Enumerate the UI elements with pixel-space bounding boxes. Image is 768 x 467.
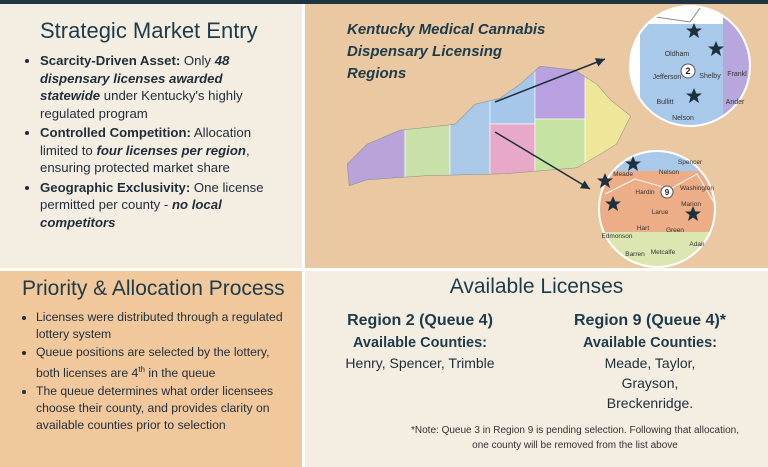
bullet-text: Only [180,53,215,68]
bullet-text: Licenses were distributed through a regu… [36,310,283,341]
bullet-text: in the queue [144,366,216,381]
arrow [494,58,606,103]
bullet-lead: Geographic Exclusivity: [40,179,191,195]
county-label: Washington [680,185,714,192]
county-label: Nelson [672,115,694,122]
star [686,88,702,103]
panel-title: Available Licenses [449,275,624,298]
panel-title: Strategic Market Entry [40,18,258,43]
region-badge [680,63,696,79]
county-label: Meade [613,171,633,178]
star [686,23,702,38]
county-label: Bullitt [656,99,673,106]
counties: Henry, Spencer, Trimble [345,355,495,371]
county-label: Green [666,227,684,234]
available-panel: Available Licenses Region 2 (Queue 4) Av… [305,271,768,467]
region [534,66,586,120]
county-label: Adair [689,241,705,248]
county-label: Ander [726,99,745,106]
market-entry-panel: Strategic Market Entry Scarcity-Driven A… [0,4,302,268]
region-column: Region 2 (Queue 4) Available Counties: H… [325,311,515,373]
bullet: Queue positions are selected by the lott… [36,344,288,382]
region-number: 9 [665,188,670,197]
arrow [494,131,591,190]
county-label: Jefferson [653,74,682,81]
county-label: Nelson [659,169,680,176]
county-label: Marion [681,201,701,208]
map-title-line: Regions [347,65,406,82]
bullet-text: , ensuring protected market share [40,142,250,176]
map-title-line: Dispensary Licensing [347,43,502,60]
inset-ring [629,5,751,127]
region [489,66,536,125]
region-heading: Region 9 (Queue 4)* [573,312,727,329]
map-title: Kentucky Medical Cannabis Dispensary Lic… [347,21,545,82]
map-title-line: Kentucky Medical Cannabis [347,21,545,38]
region [404,66,451,186]
bullet-lead: Scarcity-Driven Asset: [40,53,181,68]
top-strip [0,0,768,4]
bullet-lead: Controlled Competition: [40,125,191,140]
county-label: Edmonson [601,233,632,240]
star [597,173,613,188]
bullet-text: under Kentucky's highly regulated progra… [40,88,243,121]
star [605,196,621,211]
county-label: Shelby [699,73,721,80]
inset-ring [598,150,716,268]
county-label: Hardin [635,189,655,196]
bullet: The queue determines what order licensee… [36,383,288,434]
region-number: 2 [685,66,690,76]
counties-label: Available Counties: [352,335,488,351]
county-label: Frankl [727,71,747,78]
star [685,206,701,221]
region-badge [660,185,674,199]
stars [597,23,724,221]
county-label: Oldham [665,51,690,58]
star [708,41,724,56]
counties: Meade, Taylor, Grayson, Breckenridge. [604,355,696,411]
map-panel: Kentucky Medical Cannabis Dispensary Lic… [305,4,768,268]
region-heading: Region 2 (Queue 4) [347,312,493,329]
county-label: Spencer [678,159,703,166]
region [534,118,586,186]
inset-labels: Meade Hardin Larue Marion Washington Har… [601,159,714,258]
superscript: th [138,365,145,374]
bullet: Geographic Exclusivity: One license perm… [40,179,284,232]
bullet: Scarcity-Driven Asset: Only 48 dispensar… [40,52,284,122]
bullet-emphasis: four licenses per region [96,142,246,158]
panel-title: Priority & Allocation Process [22,277,285,300]
bullet-text: The queue determines what order licensee… [36,384,274,433]
kentucky-map [347,66,631,186]
footnote: *Note: Queue 3 in Region 9 is pending se… [411,425,739,451]
bullet-text: Queue positions are selected by the lott… [36,345,270,381]
inset-labels: Oldham Jefferson Shelby Bullitt Nelson F… [653,51,748,122]
bullet-emphasis: 48 dispensary licenses awarded statewide [40,53,230,103]
inset-region-9 [599,151,715,267]
star [625,156,641,171]
counties-label: Available Counties: [582,335,718,351]
priority-panel: Priority & Allocation Process Licenses w… [0,271,302,467]
county-label: Barren [625,251,645,258]
bullet-text: Allocation limited to [40,125,252,158]
bullet: Controlled Competition: Allocation limit… [40,124,284,177]
county-label: Larue [652,209,669,216]
county-label: Hart [637,225,649,232]
region-column: Region 9 (Queue 4)* Available Counties: … [550,311,750,413]
region [449,66,491,186]
bullet-list: Licenses were distributed through a regu… [22,309,288,434]
county-label: Metcalfe [651,249,676,256]
region [347,66,406,186]
bullet: Licenses were distributed through a regu… [36,309,288,343]
bullet-emphasis: no local competitors [40,197,222,230]
map: Kentucky Medical Cannabis Dispensary Lic… [347,5,751,268]
bullet-text: One license permitted per county - [40,179,264,213]
bullet-list: Scarcity-Driven Asset: Only 48 dispensar… [26,52,284,231]
